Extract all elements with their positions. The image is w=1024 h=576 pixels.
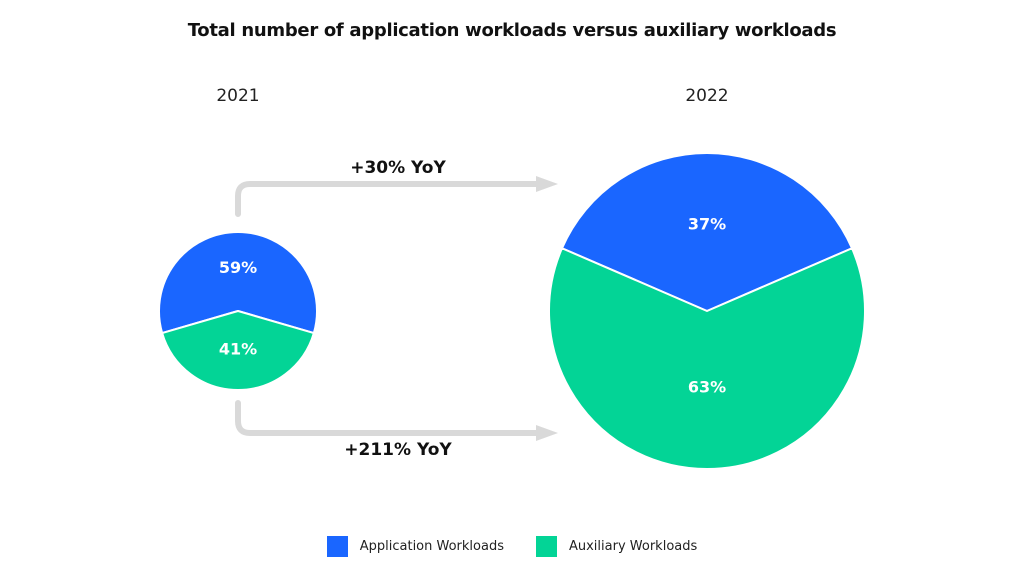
pie-slice-auxiliary — [161, 310, 315, 391]
legend-swatch-auxiliary — [535, 536, 557, 557]
pie-label-application: 37% — [688, 215, 726, 234]
legend: Application Workloads Auxiliary Workload… — [0, 536, 1024, 557]
legend-swatch-application — [326, 536, 348, 557]
pie-label-auxiliary: 41% — [219, 340, 257, 359]
pie-slice-application — [560, 152, 854, 312]
legend-item-auxiliary: Auxiliary Workloads — [535, 536, 698, 557]
pie-slice-auxiliary — [548, 247, 866, 471]
pie-slice-application — [158, 231, 318, 335]
year-label-2022: 2022 — [685, 86, 729, 106]
growth-label-auxiliary: +211% YoY — [344, 440, 452, 460]
growth-label-application: +30% YoY — [350, 158, 446, 178]
pie-2022: 37% 63% — [548, 152, 866, 471]
chart-title: Total number of application workloads ve… — [187, 20, 837, 41]
pie-2021: 59% 41% — [158, 231, 318, 391]
growth-arrow-auxiliary — [235, 400, 558, 441]
pie-label-auxiliary: 63% — [688, 377, 726, 396]
growth-arrow-application — [235, 176, 558, 217]
legend-label-application: Application Workloads — [359, 539, 504, 554]
legend-item-application: Application Workloads — [326, 536, 504, 557]
year-label-2021: 2021 — [216, 86, 260, 106]
legend-label-auxiliary: Auxiliary Workloads — [568, 539, 698, 554]
pie-label-application: 59% — [219, 258, 257, 277]
